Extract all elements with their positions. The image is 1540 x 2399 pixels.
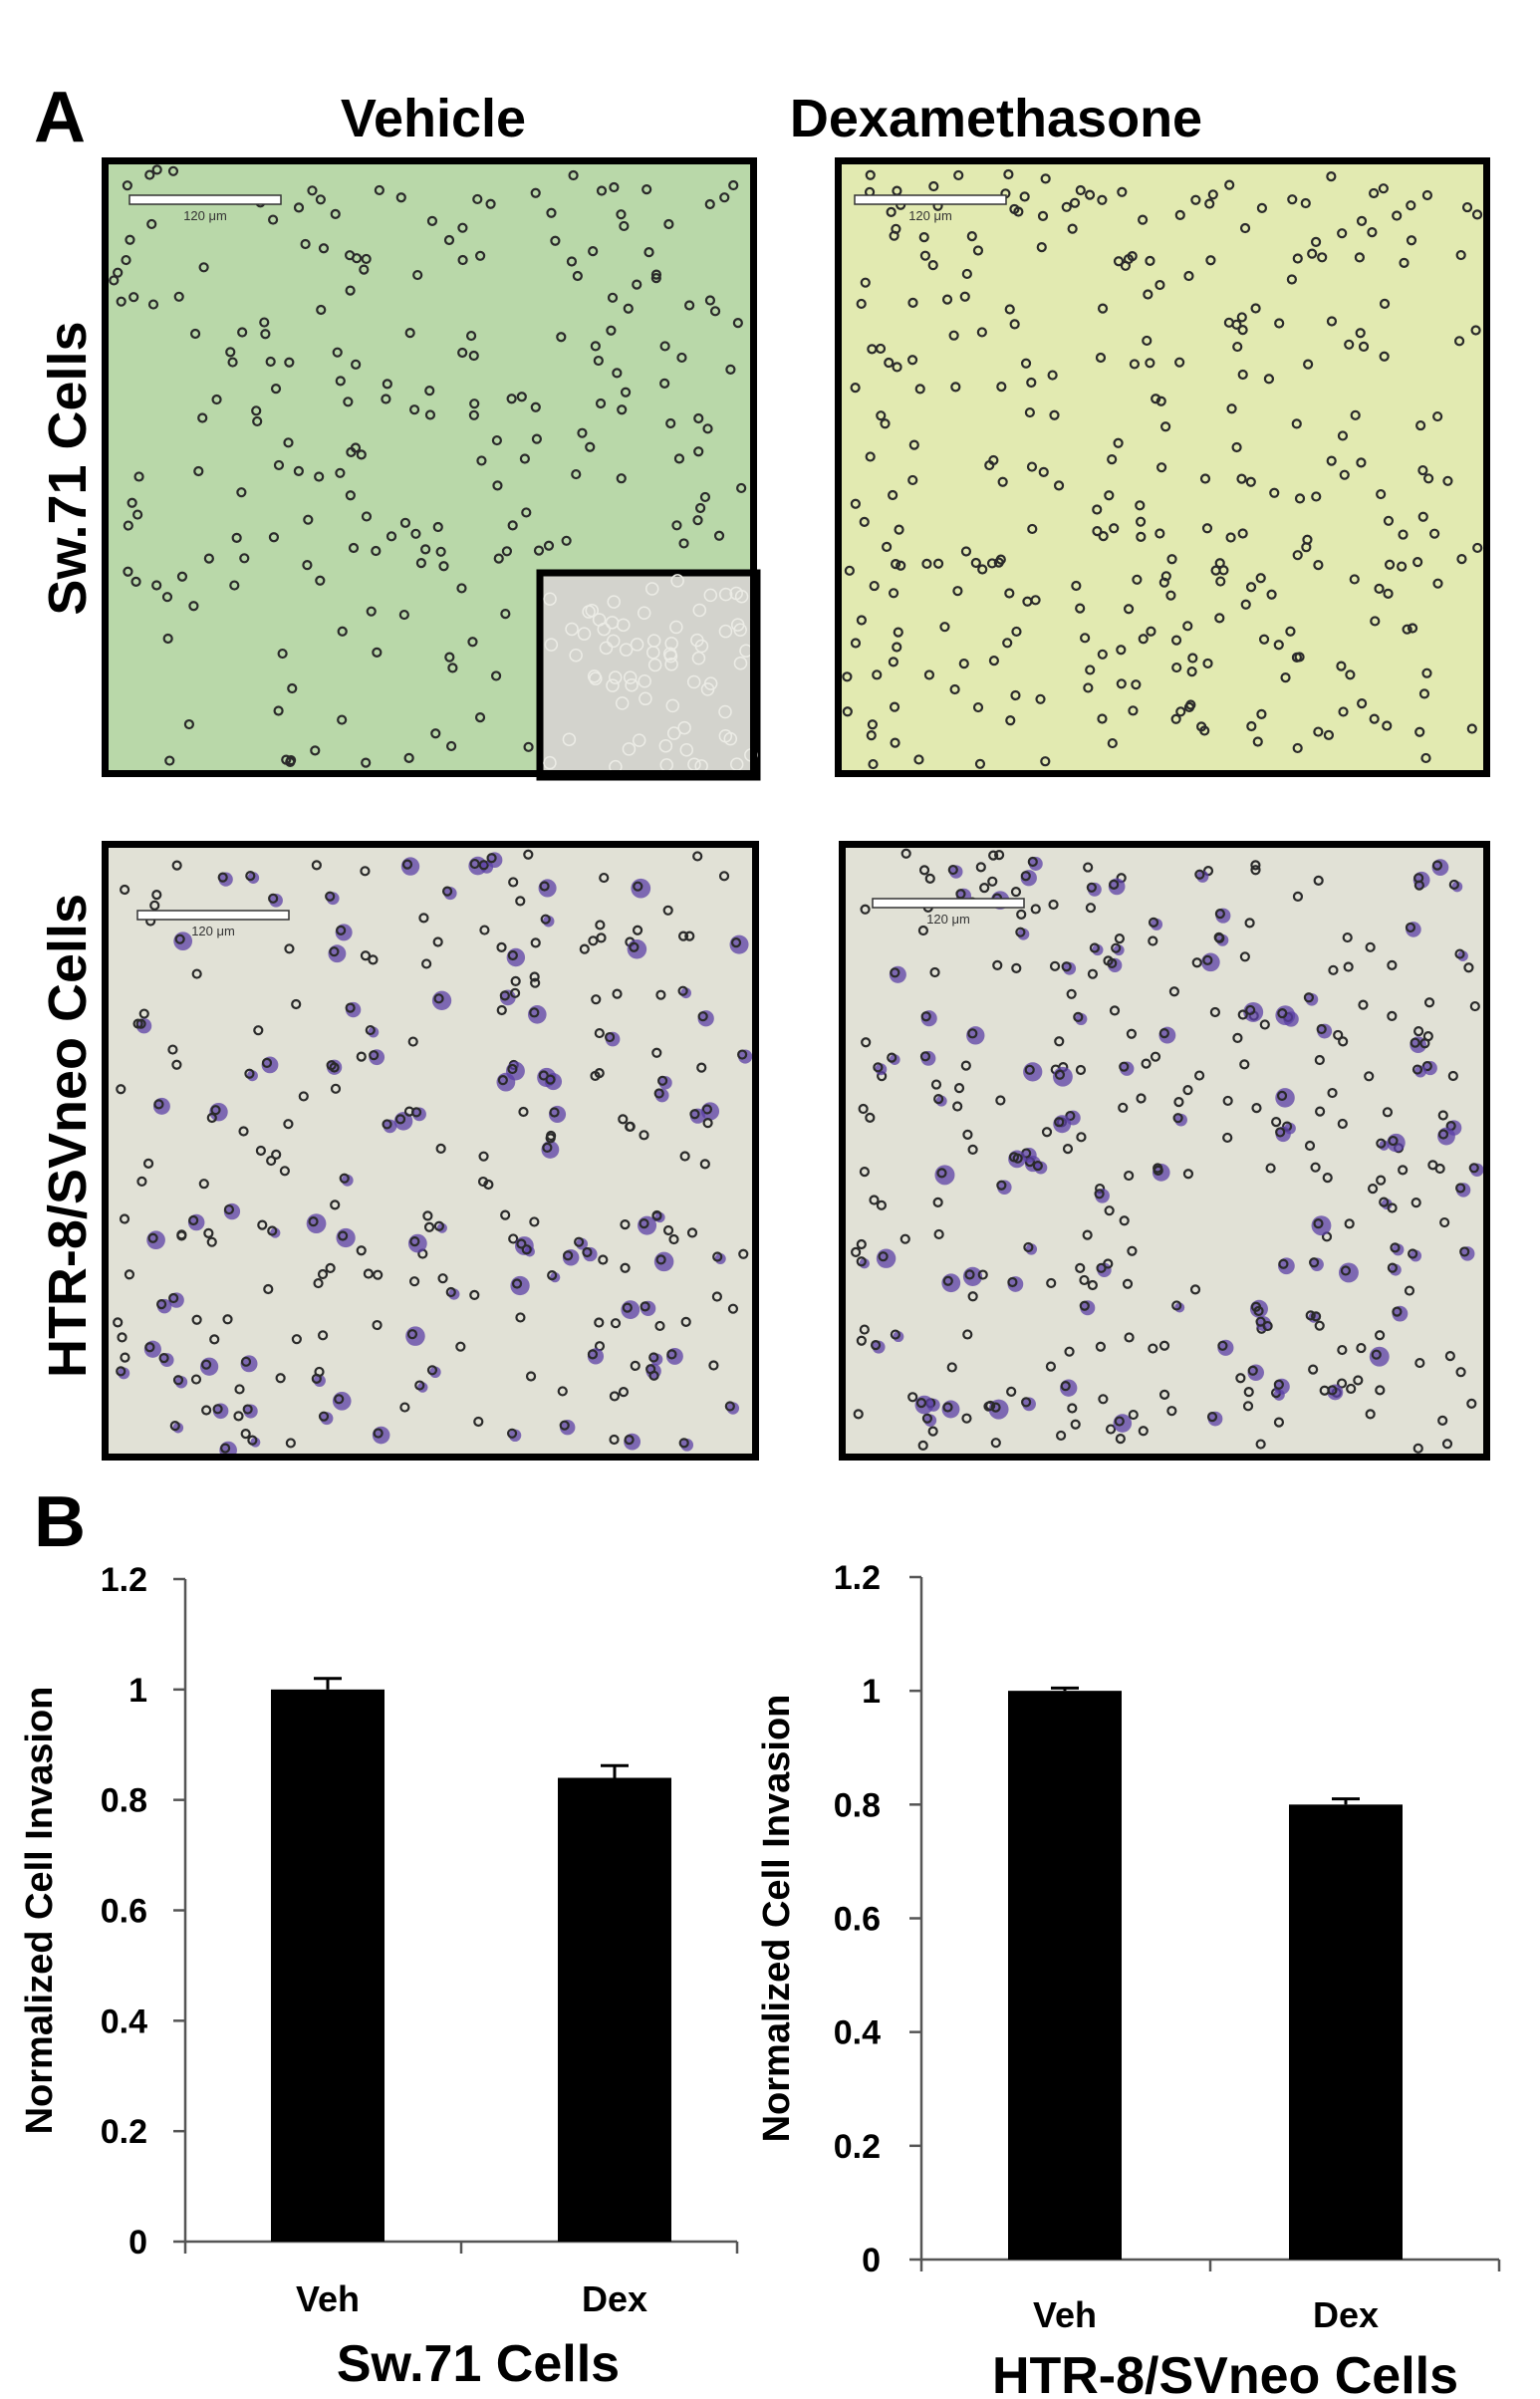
y-tick-label: 0.6 bbox=[101, 1893, 147, 1931]
category-label-veh: Veh bbox=[296, 2278, 360, 2319]
scale-bar-label: 120 μm bbox=[926, 912, 970, 927]
scale-bar: 120 μm bbox=[854, 194, 1007, 223]
scale-bar-label: 120 μm bbox=[183, 208, 227, 223]
row-label-sw71: Sw.71 Cells bbox=[38, 321, 98, 616]
scale-bar: 120 μm bbox=[872, 898, 1025, 927]
cell-layer bbox=[842, 168, 1483, 770]
y-tick-label: 0.6 bbox=[834, 1901, 881, 1939]
micrograph-frame bbox=[102, 841, 759, 1461]
x-axis-label: Sw.71 Cells bbox=[337, 2335, 620, 2393]
cell-layer bbox=[109, 164, 747, 768]
micrograph-frame bbox=[835, 157, 1490, 777]
y-axis-label: Normalized Cell Invasion bbox=[19, 1687, 61, 2135]
column-title-dexamethasone: Dexamethasone bbox=[789, 89, 1203, 148]
category-label-dex: Dex bbox=[1313, 2294, 1379, 2335]
y-tick-label: 1 bbox=[862, 1673, 881, 1711]
bar-dex bbox=[1289, 1804, 1403, 2260]
y-tick-label: 0.8 bbox=[834, 1786, 881, 1824]
panel-letter-a: A bbox=[34, 78, 86, 157]
micrograph-sw71-dexamethasone: 120 μm bbox=[835, 157, 1490, 777]
scale-bar-label: 120 μm bbox=[191, 924, 235, 938]
y-tick-label: 0.4 bbox=[834, 2014, 881, 2052]
cell-layer bbox=[113, 849, 753, 1460]
bar-dex bbox=[558, 1777, 671, 2242]
y-tick-label: 0.2 bbox=[101, 2113, 147, 2151]
micrograph-frame bbox=[102, 157, 757, 777]
y-tick-label: 1.2 bbox=[834, 1559, 881, 1597]
y-tick-label: 0.2 bbox=[834, 2128, 881, 2166]
y-tick-label: 0.8 bbox=[101, 1782, 147, 1820]
y-tick-label: 0 bbox=[862, 2242, 881, 2279]
micrograph-htr8-dexamethasone: 120 μm bbox=[839, 841, 1490, 1461]
x-axis-label: HTR-8/SVneo Cells bbox=[992, 2347, 1458, 2399]
y-tick-label: 0 bbox=[128, 2224, 147, 2262]
scale-bar: 120 μm bbox=[128, 194, 282, 223]
bar-chart-htr8: 0 0.2 0.4 0.6 0.8 1 1.2 Normalized Cell Invasio… bbox=[757, 1559, 1501, 2399]
micrograph-sw71-vehicle: 120 μm bbox=[102, 157, 761, 781]
category-label-veh: Veh bbox=[1033, 2294, 1097, 2335]
y-tick-label: 0.4 bbox=[101, 2002, 147, 2040]
column-title-vehicle: Vehicle bbox=[340, 89, 527, 148]
y-tick-label: 1 bbox=[128, 1672, 147, 1710]
bar-veh bbox=[271, 1689, 385, 2242]
bar-veh bbox=[1008, 1691, 1122, 2260]
row-label-htr8: HTR-8/SVneo Cells bbox=[38, 893, 98, 1379]
scale-bar-label: 120 μm bbox=[908, 208, 952, 223]
panel-letter-b: B bbox=[34, 1482, 86, 1562]
inset-control-image bbox=[536, 569, 761, 781]
y-tick-label: 1.2 bbox=[101, 1561, 147, 1599]
bar-chart-sw71: 0 0.2 0.4 0.6 0.8 1 1.2 Normalized Cell Invasio… bbox=[19, 1561, 739, 2393]
y-axis-label: Normalized Cell Invasion bbox=[757, 1695, 798, 2143]
micrograph-background bbox=[835, 157, 1490, 777]
category-label-dex: Dex bbox=[582, 2278, 647, 2319]
micrograph-htr8-vehicle: 120 μm bbox=[102, 841, 759, 1461]
micrograph-frame bbox=[839, 841, 1490, 1461]
scale-bar: 120 μm bbox=[136, 910, 290, 938]
